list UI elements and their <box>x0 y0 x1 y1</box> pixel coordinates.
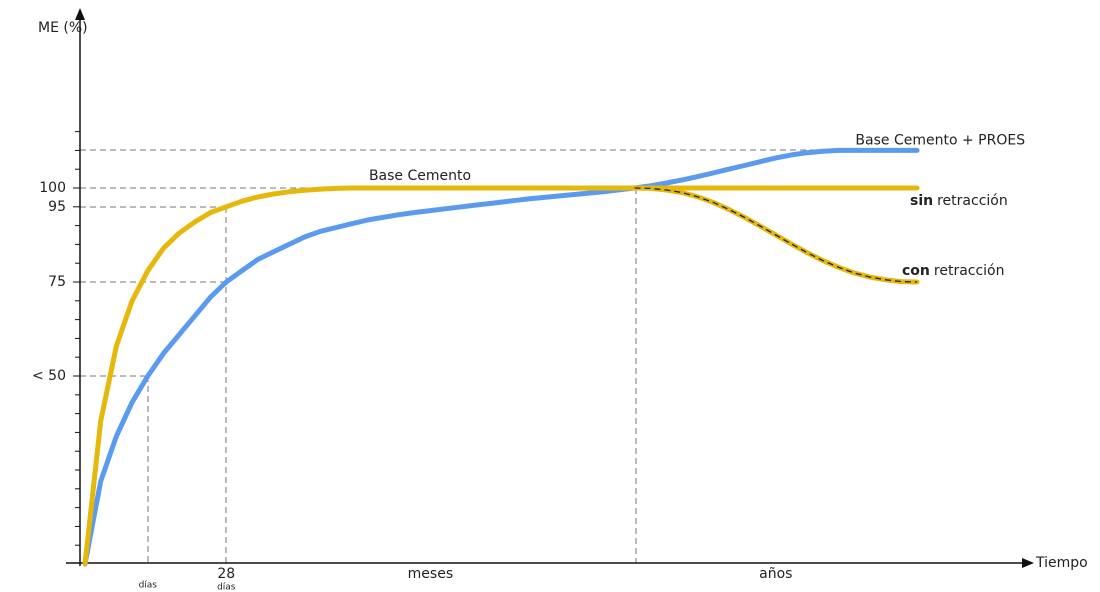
x-tick-unit: días <box>217 583 236 592</box>
series-label: Base Cemento + PROES <box>855 132 1025 148</box>
annotation-text: retracción <box>934 263 1005 279</box>
y-tick-label: 100 <box>39 180 66 196</box>
series-line <box>82 185 920 567</box>
series-label: Base Cemento <box>369 168 471 184</box>
x-tick-label: meses <box>408 566 453 582</box>
x-tick-label: días <box>139 581 158 591</box>
annotation: sin retracción <box>910 193 1008 209</box>
y-tick-label: < 50 <box>32 368 66 384</box>
guides <box>80 149 920 563</box>
y-tick-label: 95 <box>48 199 66 215</box>
annotation: con retracción <box>902 263 1005 279</box>
x-tick-label: 28 <box>217 566 235 582</box>
y-axis-label: ME (%) <box>38 20 88 36</box>
x-tick-label: años <box>759 566 792 582</box>
y-axis-arrow <box>75 8 85 20</box>
annotation-bold: con <box>902 263 930 279</box>
x-axis-arrow <box>1022 558 1034 568</box>
series-line <box>82 147 920 567</box>
annotation-text: retracción <box>937 193 1008 209</box>
series-dash <box>634 187 918 283</box>
x-axis-label: Tiempo <box>1035 555 1088 571</box>
annotation-bold: sin <box>910 193 933 209</box>
y-tick-label: 75 <box>48 274 66 290</box>
